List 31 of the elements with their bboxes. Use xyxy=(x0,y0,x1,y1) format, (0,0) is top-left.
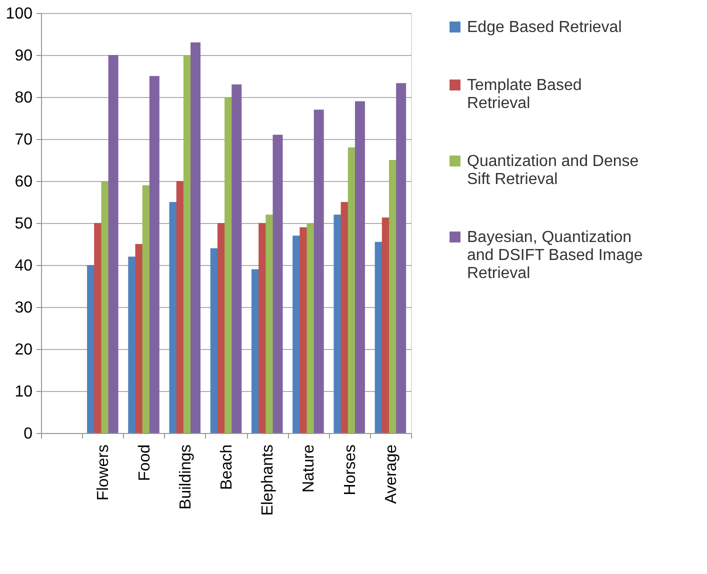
x-tick-label: Flowers xyxy=(95,444,112,501)
legend-label: Quantization and Dense Sift Retrieval xyxy=(467,153,639,188)
x-tick-label: Nature xyxy=(300,444,318,493)
bar xyxy=(232,84,242,433)
y-tick-label: 70 xyxy=(14,132,33,148)
y-tick-label: 90 xyxy=(14,48,33,64)
y-tick-label: 0 xyxy=(24,426,33,442)
y-tick-label: 100 xyxy=(6,6,33,22)
bar xyxy=(314,110,324,433)
y-tick-label: 10 xyxy=(14,384,33,400)
bar xyxy=(354,101,365,433)
y-tick-label: 60 xyxy=(14,174,33,190)
y-tick-label: 30 xyxy=(14,300,33,316)
y-tick-label: 50 xyxy=(14,216,33,232)
bar xyxy=(190,42,201,433)
bar xyxy=(149,76,160,433)
x-tick-label: Beach xyxy=(218,444,236,490)
x-tick-label: Food xyxy=(136,444,154,481)
legend-label: Template Based Retrieval xyxy=(467,77,582,112)
y-tick-label: 40 xyxy=(14,258,33,274)
x-tick-label: Average xyxy=(382,444,400,504)
bar xyxy=(272,134,283,433)
x-tick-label: Buildings xyxy=(177,444,194,510)
bar xyxy=(108,55,118,433)
y-tick-label: 80 xyxy=(14,90,33,106)
legend-label: Edge Based Retrieval xyxy=(467,19,622,36)
legend-label: Bayesian, Quantization and DSIFT Based Image Retrieval xyxy=(467,229,643,282)
y-tick-label: 20 xyxy=(14,342,33,358)
x-tick-label: Elephants xyxy=(260,444,277,516)
x-tick-label: Horses xyxy=(342,444,359,496)
bar xyxy=(396,83,406,433)
